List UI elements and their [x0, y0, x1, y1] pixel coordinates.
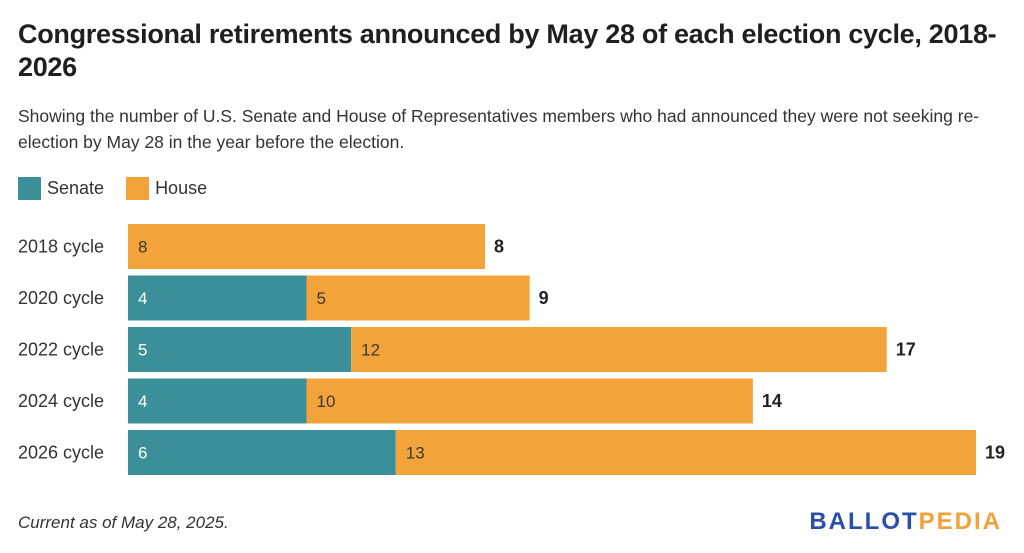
- legend-label-senate: Senate: [47, 178, 105, 198]
- data-label-house: 12: [361, 341, 380, 360]
- total-label: 8: [494, 237, 504, 257]
- category-label: 2020 cycle: [18, 288, 104, 308]
- legend-swatch-senate: [18, 177, 41, 200]
- bar-senate: [128, 378, 307, 424]
- data-label-senate: 6: [138, 444, 147, 463]
- bar-house: [351, 327, 887, 372]
- data-label-senate: 4: [138, 289, 147, 308]
- bar-house: [306, 275, 530, 321]
- bar-senate: [128, 275, 307, 321]
- category-label: 2026 cycle: [18, 443, 104, 463]
- data-label-house: 10: [317, 392, 336, 411]
- bar-house: [306, 378, 753, 424]
- category-label: 2018 cycle: [18, 237, 104, 257]
- data-label-house: 8: [138, 238, 147, 257]
- footnote: Current as of May 28, 2025.: [18, 513, 229, 532]
- total-label: 17: [896, 340, 916, 360]
- data-label-senate: 4: [138, 392, 147, 411]
- legend-item-senate: Senate: [18, 177, 104, 200]
- legend-label-house: House: [155, 178, 208, 198]
- chart-title: Congressional retirements announced by M…: [18, 19, 997, 82]
- category-label: 2022 cycle: [18, 340, 104, 360]
- total-label: 9: [539, 288, 549, 308]
- bar-senate: [128, 327, 352, 372]
- bar-senate: [128, 430, 396, 475]
- chart-subtitle: Showing the number of U.S. Senate and Ho…: [18, 106, 980, 152]
- bar-house: [395, 430, 977, 475]
- total-label: 14: [762, 391, 782, 411]
- data-label-senate: 5: [138, 341, 147, 360]
- data-label-house: 5: [317, 289, 326, 308]
- legend-swatch-house: [126, 177, 150, 200]
- legend: Senate House: [18, 177, 207, 200]
- total-label: 19: [985, 443, 1005, 463]
- legend-item-house: House: [126, 177, 207, 200]
- bar-house: [128, 224, 486, 269]
- ballotpedia-logo: BALLOTPEDIA: [809, 508, 1002, 535]
- data-label-house: 13: [406, 444, 425, 463]
- category-label: 2024 cycle: [18, 391, 104, 411]
